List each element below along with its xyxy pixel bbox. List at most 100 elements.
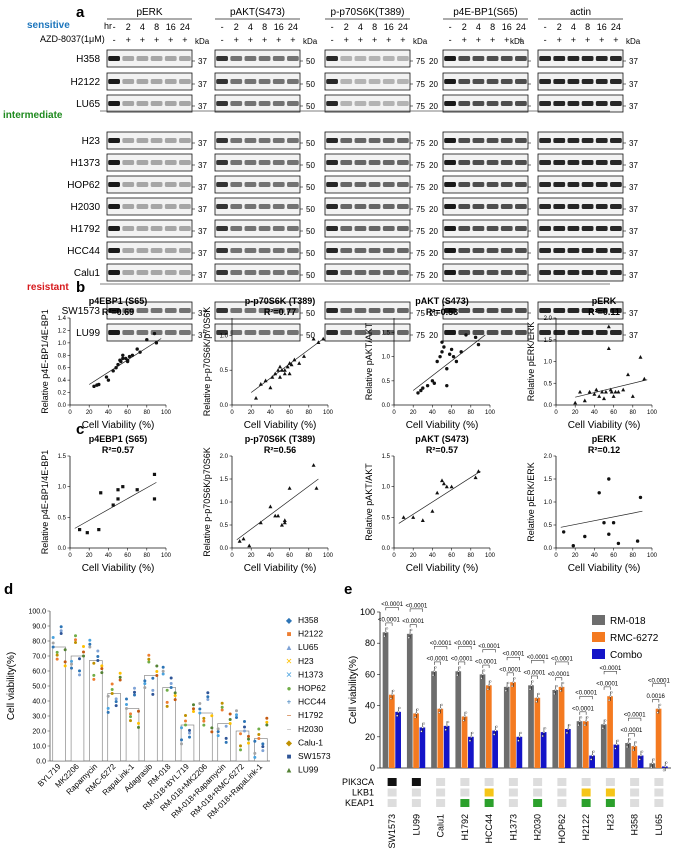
data-point xyxy=(531,680,534,683)
blot-band xyxy=(382,308,395,313)
legend-swatch xyxy=(592,615,605,625)
data-point xyxy=(627,741,630,745)
blot-strip xyxy=(324,175,411,194)
blot-band xyxy=(216,270,228,275)
bar xyxy=(125,708,140,762)
data-point xyxy=(192,707,195,711)
blot-band xyxy=(458,182,471,187)
category-label: H2122 xyxy=(581,814,591,841)
blot-band xyxy=(164,182,177,187)
data-point xyxy=(638,758,641,761)
y-tick-label: 30.0 xyxy=(32,714,46,721)
blot-band xyxy=(515,79,527,84)
blot-band xyxy=(136,308,149,313)
blot-band xyxy=(164,248,177,253)
data-point xyxy=(289,362,294,367)
blot-band xyxy=(287,330,299,335)
y-axis-label: Relative p4E-BP1/4E-BP1 xyxy=(40,309,50,414)
y-tick-label: 0.0 xyxy=(382,546,391,552)
blot-band xyxy=(136,56,149,61)
data-point xyxy=(100,667,104,671)
scatter-title: pAKT (S473) xyxy=(415,296,469,306)
blot-band xyxy=(150,101,163,106)
blot-band xyxy=(287,248,299,253)
data-point xyxy=(442,345,446,349)
data-point xyxy=(583,724,586,727)
data-point xyxy=(457,670,460,673)
x-tick-label: 0 xyxy=(230,410,234,416)
legend-marker: ◆ xyxy=(286,738,293,747)
blot-band xyxy=(272,182,285,187)
mutation-cell xyxy=(484,788,494,797)
y-tick-label: 0.0 xyxy=(58,546,67,552)
r-squared: R²=0.53 xyxy=(426,307,458,317)
y-tick-label: 20 xyxy=(365,732,375,742)
data-point xyxy=(411,515,416,519)
blot-band xyxy=(444,182,456,187)
data-point xyxy=(129,712,132,716)
data-point xyxy=(391,693,394,696)
blot-band xyxy=(595,270,608,275)
data-point xyxy=(261,745,265,749)
data-point xyxy=(137,721,140,725)
data-point xyxy=(425,383,430,388)
blot-band xyxy=(397,248,409,253)
y-axis-label: Relative pERK/ERK xyxy=(526,322,536,402)
blot-band xyxy=(244,182,257,187)
data-point xyxy=(169,676,173,680)
data-point xyxy=(463,715,466,718)
blot-band xyxy=(515,101,527,106)
mutation-cell xyxy=(605,799,615,807)
data-point xyxy=(657,707,660,710)
blot-band xyxy=(539,160,551,165)
bar xyxy=(52,646,66,762)
blot-band xyxy=(150,330,163,335)
data-point xyxy=(470,735,473,738)
marker-kda: 20 xyxy=(429,80,438,89)
blot-band xyxy=(272,270,285,275)
data-point xyxy=(206,698,210,701)
data-point xyxy=(454,359,459,364)
blot-band xyxy=(553,79,566,84)
blot-band xyxy=(539,248,551,253)
blot-band xyxy=(515,182,527,187)
blot-band xyxy=(258,226,271,231)
blot-band xyxy=(287,270,299,275)
data-point xyxy=(585,720,588,723)
blot-band xyxy=(397,182,409,187)
y-tick-label: 0.0 xyxy=(58,403,67,409)
blot-band xyxy=(567,160,580,165)
data-point xyxy=(82,650,85,654)
y-tick-label: 1.0 xyxy=(382,485,391,491)
blot-band xyxy=(150,79,163,84)
marker-kda: 37 xyxy=(198,183,207,192)
bar-rm-018 xyxy=(528,685,534,768)
data-point xyxy=(110,682,114,686)
blot-strip xyxy=(537,94,624,113)
blot-band xyxy=(150,138,163,143)
blot-band xyxy=(486,330,499,335)
y-tick-label: 0.5 xyxy=(544,381,553,387)
y-tick-label: 90.0 xyxy=(32,624,46,631)
data-point xyxy=(51,645,55,649)
y-tick-label: 0 xyxy=(370,763,375,773)
p-value: <0.0001 xyxy=(405,603,428,609)
legend-marker: ◆ xyxy=(286,616,293,625)
data-point xyxy=(603,389,608,394)
blot-band xyxy=(595,204,608,209)
blot-band xyxy=(287,56,299,61)
antibody-name: pAKT(S473) xyxy=(230,7,285,18)
data-point xyxy=(125,707,128,710)
blot-band xyxy=(553,248,566,253)
data-point xyxy=(247,734,250,738)
data-point xyxy=(468,739,471,742)
significance-bracket xyxy=(458,646,472,650)
x-tick-label: 60 xyxy=(286,553,293,559)
blot-strip xyxy=(324,131,411,150)
data-point xyxy=(111,503,115,507)
marker-kda: 37 xyxy=(198,80,207,89)
lane-drug: + xyxy=(490,35,495,45)
blot-band xyxy=(164,226,177,231)
x-tick-label: 60 xyxy=(448,553,455,559)
data-point xyxy=(567,727,570,731)
